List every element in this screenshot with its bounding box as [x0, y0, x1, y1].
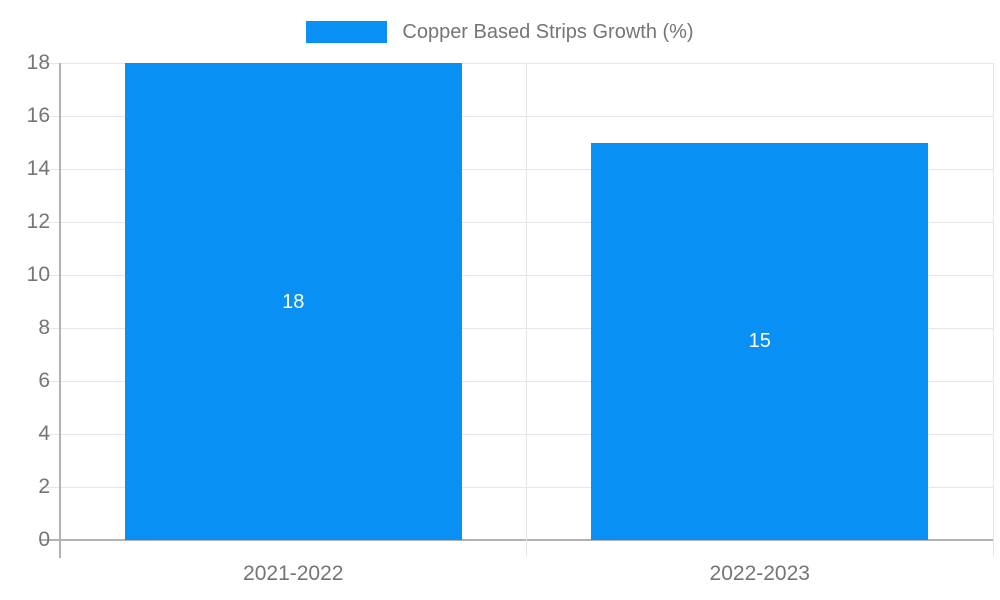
x-gridline [526, 63, 527, 556]
y-gridline [40, 327, 993, 329]
y-axis-tick-label: 0 [38, 528, 50, 551]
y-axis-tick-label: 18 [26, 51, 50, 74]
bar-value-label: 15 [748, 330, 771, 353]
y-axis-tick-label: 4 [38, 422, 50, 445]
y-axis-tick-label: 12 [26, 210, 50, 233]
legend-swatch-icon [306, 21, 388, 43]
y-gridline [40, 274, 993, 276]
y-gridline [40, 221, 993, 223]
y-gridline [40, 380, 993, 382]
y-axis-tick-label: 16 [26, 104, 50, 127]
x-gridline [992, 63, 994, 556]
y-axis-tick-label: 14 [26, 157, 50, 180]
y-axis-tick-label: 6 [38, 369, 50, 392]
y-gridline [40, 62, 993, 64]
bar-value-label: 18 [282, 290, 305, 313]
y-axis-line [59, 63, 61, 558]
y-axis-tick-label: 10 [26, 263, 50, 286]
x-axis-baseline [40, 539, 993, 541]
y-gridline [40, 433, 993, 435]
y-gridline [40, 168, 993, 170]
legend-label: Copper Based Strips Growth (%) [402, 21, 694, 43]
y-axis-tick-label: 2 [38, 475, 50, 498]
y-axis-tick-label: 8 [38, 316, 50, 339]
x-axis-tick-label: 2021-2022 [243, 562, 344, 585]
y-gridline [40, 486, 993, 488]
legend: Copper Based Strips Growth (%) [0, 18, 1000, 46]
bar [124, 63, 462, 540]
bar [591, 142, 929, 540]
x-axis-tick-label: 2022-2023 [709, 562, 810, 585]
y-gridline [40, 115, 993, 117]
